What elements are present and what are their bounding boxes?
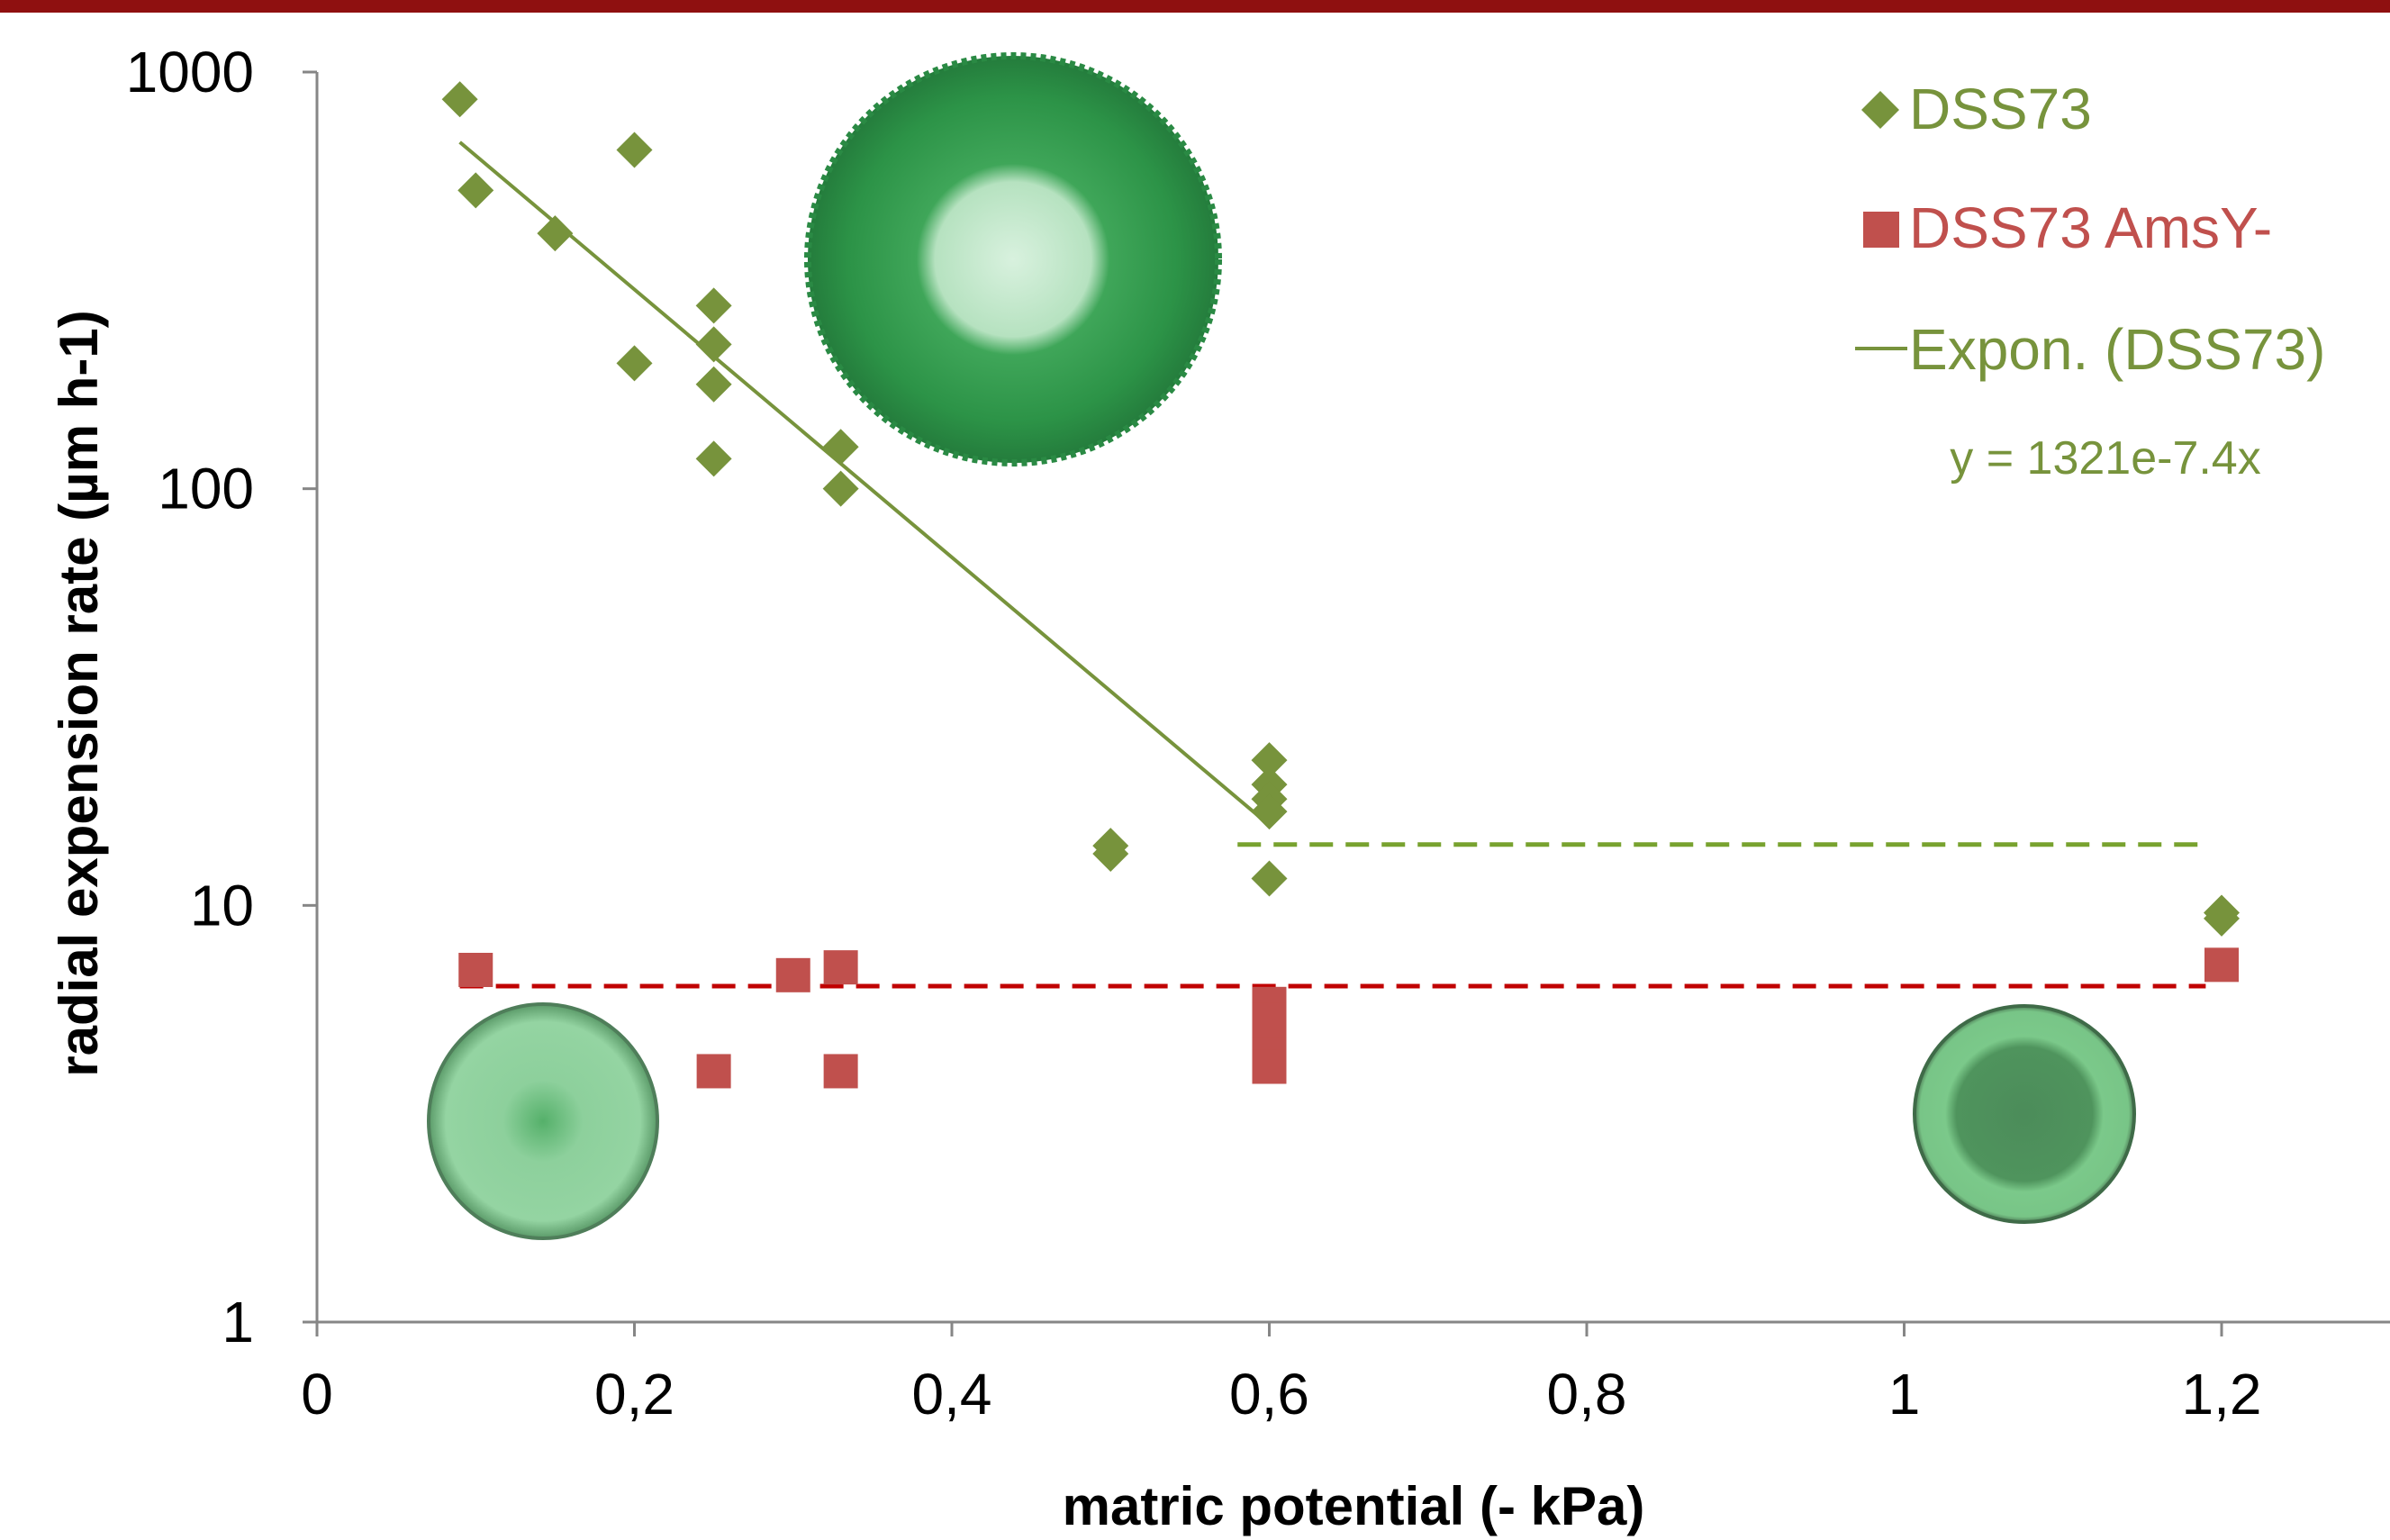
legend-label-dss73: DSS73	[1909, 77, 2092, 141]
data-point-dss73	[695, 440, 732, 477]
data-point-dss73	[1092, 836, 1129, 873]
legend-label-trend: Expon. (DSS73)	[1909, 317, 2325, 382]
data-point-dss73	[822, 429, 859, 466]
data-point-dss73	[822, 470, 859, 507]
y-tick-label: 100	[158, 457, 254, 521]
data-point-dss73	[457, 172, 494, 209]
x-axis-title: matric potential (- kPa)	[1063, 1476, 1645, 1536]
x-tick-label: 1	[1888, 1362, 1921, 1427]
data-point-dss73-amsy	[1252, 1049, 1287, 1084]
data-point-dss73	[441, 81, 478, 118]
legend-marker-amsy	[1863, 212, 1899, 248]
data-point-dss73	[537, 215, 574, 252]
x-tick-label: 0,4	[912, 1362, 992, 1427]
data-point-dss73	[2204, 900, 2240, 937]
trendline-equation: y = 1321e-7.4x	[1950, 432, 2260, 485]
top-accent-bar	[0, 0, 2390, 13]
legend: DSS73 DSS73 AmsY- Expon. (DSS73) y = 132…	[1855, 77, 2325, 485]
data-point-dss73-amsy	[823, 950, 858, 985]
x-tick-label: 0,8	[1547, 1362, 1627, 1427]
data-point-dss73-amsy	[458, 953, 493, 988]
colony-image-small-right	[1913, 1004, 2136, 1224]
data-point-dss73	[1251, 793, 1288, 830]
y-tick-label: 10	[190, 873, 254, 938]
trendline-dss73	[458, 140, 1271, 827]
data-point-dss73-amsy	[775, 957, 810, 992]
data-point-dss73-amsy	[2204, 947, 2239, 983]
data-point-dss73	[695, 326, 732, 363]
data-point-dss73-amsy	[823, 1054, 858, 1089]
data-point-dss73	[1251, 860, 1288, 897]
data-point-dss73-amsy	[696, 1054, 731, 1089]
legend-marker-dss73	[1861, 91, 1899, 129]
data-point-dss73	[1251, 742, 1288, 779]
colony-image-small-left	[427, 1002, 659, 1240]
y-tick-label: 1	[222, 1290, 254, 1354]
colony-image-large	[804, 52, 1222, 467]
y-tick-label: 1000	[126, 40, 254, 104]
x-tick-label: 1,2	[2182, 1362, 2262, 1427]
x-tick-label: 0	[301, 1362, 333, 1427]
x-tick-label: 0,2	[594, 1362, 674, 1427]
x-tick-label: 0,6	[1229, 1362, 1309, 1427]
y-axis-title: radial expension rate (µm h-1)	[49, 310, 109, 1076]
legend-label-amsy: DSS73 AmsY-	[1909, 195, 2272, 260]
data-point-dss73	[695, 287, 732, 324]
data-point-dss73	[695, 366, 732, 403]
data-point-dss73	[616, 345, 653, 382]
data-point-dss73	[616, 131, 653, 168]
